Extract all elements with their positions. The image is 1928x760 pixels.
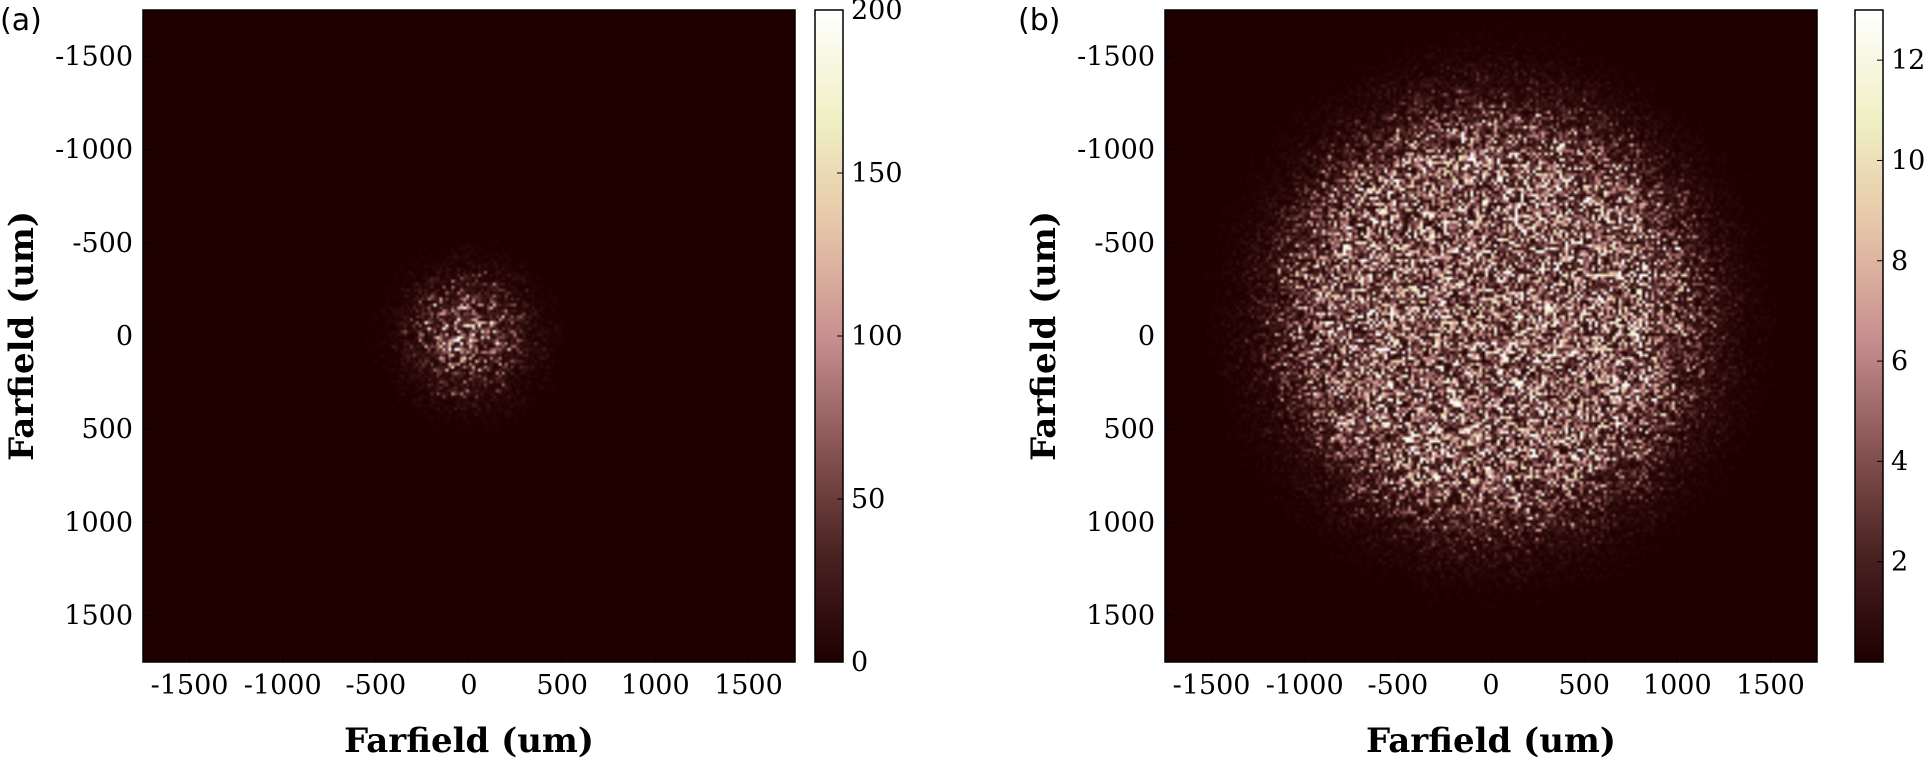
- y-tick-label: 1000: [64, 507, 133, 538]
- x-tick-label: 1000: [621, 670, 690, 701]
- x-tick-label: -500: [346, 670, 407, 701]
- y-tick-label: -500: [72, 228, 133, 259]
- colorbar-tick-label: 150: [851, 158, 903, 189]
- panel-letter: (a): [0, 3, 42, 38]
- y-tick-label: 0: [1138, 321, 1155, 352]
- y-tick-label: 500: [81, 414, 133, 445]
- colorbar-tick-label: 200: [851, 0, 903, 26]
- colorbar-tick-label: 10: [1891, 145, 1925, 176]
- colorbar-tick-label: 8: [1891, 246, 1908, 277]
- y-tick-label: 1500: [1086, 600, 1155, 631]
- y-axis-label: Farfield (um): [1024, 211, 1064, 461]
- x-tick-label: 0: [1482, 670, 1499, 701]
- colorbar-tick-label: 50: [851, 484, 885, 515]
- x-tick-label: 0: [460, 670, 477, 701]
- colorbar-frame: [1854, 9, 1884, 663]
- colorbar-tick-label: 100: [851, 321, 903, 352]
- y-tick-label: 1500: [64, 600, 133, 631]
- x-tick-label: 1000: [1643, 670, 1712, 701]
- x-tick-label: -500: [1368, 670, 1429, 701]
- colorbar-tick-label: 4: [1891, 446, 1908, 477]
- y-tick-label: -1500: [55, 42, 133, 73]
- x-tick-label: 1500: [1736, 670, 1805, 701]
- x-tick-label: 500: [1558, 670, 1610, 701]
- y-tick-label: -500: [1094, 228, 1155, 259]
- x-axis-label: Farfield (um): [344, 721, 594, 760]
- x-tick-label: -1000: [1266, 670, 1344, 701]
- y-tick-label: 1000: [1086, 507, 1155, 538]
- chart-panel-b: (b)-1500 -1000 -500 0 500 1000 1500-1500-1000-…: [1018, 3, 1925, 760]
- colorbar-tick-label: 0: [851, 647, 868, 678]
- colorbar-tick-label: 2: [1891, 547, 1908, 578]
- x-tick-label: -1000: [244, 670, 322, 701]
- y-tick-label: 0: [116, 321, 133, 352]
- colorbar-tick-label: 12: [1891, 45, 1925, 76]
- x-tick-label: 500: [536, 670, 588, 701]
- y-tick-label: -1000: [1077, 135, 1155, 166]
- y-tick-label: -1500: [1077, 42, 1155, 73]
- y-tick-label: -1000: [55, 135, 133, 166]
- x-axis-label: Farfield (um): [1366, 721, 1616, 760]
- panel-letter: (b): [1018, 3, 1060, 38]
- heatmap-image: [1165, 10, 1817, 662]
- heatmap-image: [143, 10, 795, 662]
- colorbar: [1855, 10, 1883, 662]
- chart-panel-a: (a)-1500 -1000 -500 0 500 1000 1500-1500-1000-…: [0, 0, 903, 760]
- x-tick-label: -1500: [1173, 670, 1251, 701]
- colorbar-tick-label: 6: [1891, 346, 1908, 377]
- x-tick-label: 1500: [714, 670, 783, 701]
- y-axis-label: Farfield (um): [2, 211, 42, 461]
- x-tick-label: -1500: [151, 670, 229, 701]
- y-tick-label: 500: [1103, 414, 1155, 445]
